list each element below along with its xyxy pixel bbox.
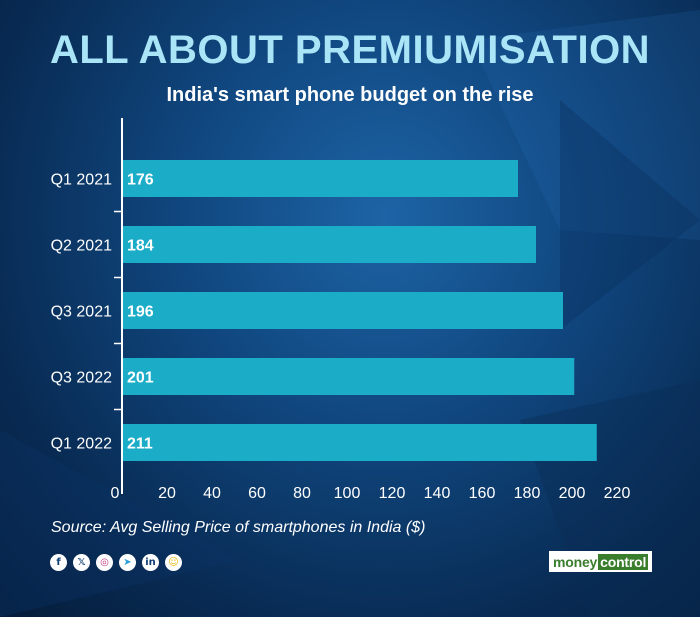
logo-part-money: money bbox=[553, 553, 598, 570]
chart-subtitle: India's smart phone budget on the rise bbox=[166, 84, 534, 106]
category-label: Q3 2021 bbox=[51, 304, 112, 321]
x-tick-label: 40 bbox=[203, 485, 221, 502]
x-tick-label: 180 bbox=[514, 485, 541, 502]
category-label: Q1 2022 bbox=[51, 436, 112, 453]
source-note: Source: Avg Selling Price of smartphones… bbox=[51, 519, 426, 536]
category-label: Q3 2022 bbox=[51, 370, 112, 387]
category-label: Q2 2021 bbox=[51, 238, 112, 255]
facebook-icon[interactable]: f bbox=[50, 554, 67, 571]
social-icons: f 𝕏 ◎ ➤ in ☺ bbox=[50, 554, 182, 571]
bar-value-label: 211 bbox=[127, 436, 153, 453]
linkedin-icon[interactable]: in bbox=[142, 554, 159, 571]
instagram-icon[interactable]: ◎ bbox=[96, 554, 113, 571]
bar bbox=[123, 292, 563, 329]
x-tick-label: 100 bbox=[334, 485, 361, 502]
x-tick-label: 160 bbox=[469, 485, 496, 502]
x-twitter-icon[interactable]: 𝕏 bbox=[73, 554, 90, 571]
snapchat-icon[interactable]: ☺ bbox=[165, 554, 182, 571]
bar-value-label: 201 bbox=[127, 370, 154, 387]
bar-value-label: 184 bbox=[127, 238, 154, 255]
x-tick-label: 60 bbox=[248, 485, 266, 502]
x-tick-label: 80 bbox=[293, 485, 311, 502]
chart-title: ALL ABOUT PREMIUMISATION bbox=[49, 28, 651, 72]
bar bbox=[123, 358, 575, 395]
x-tick-label: 120 bbox=[379, 485, 406, 502]
telegram-icon[interactable]: ➤ bbox=[119, 554, 136, 571]
logo-part-control: control bbox=[598, 553, 649, 570]
category-label: Q1 2021 bbox=[51, 172, 112, 189]
x-tick-label: 0 bbox=[111, 485, 120, 502]
bar-value-label: 196 bbox=[127, 304, 154, 321]
bar bbox=[123, 226, 536, 263]
bar bbox=[123, 160, 518, 197]
x-tick-label: 20 bbox=[158, 485, 176, 502]
moneycontrol-logo: money control bbox=[549, 551, 653, 572]
x-tick-label: 200 bbox=[559, 485, 586, 502]
bar bbox=[123, 424, 597, 461]
x-tick-label: 140 bbox=[424, 485, 451, 502]
bar-value-label: 176 bbox=[127, 172, 154, 189]
x-tick-label: 220 bbox=[604, 485, 631, 502]
